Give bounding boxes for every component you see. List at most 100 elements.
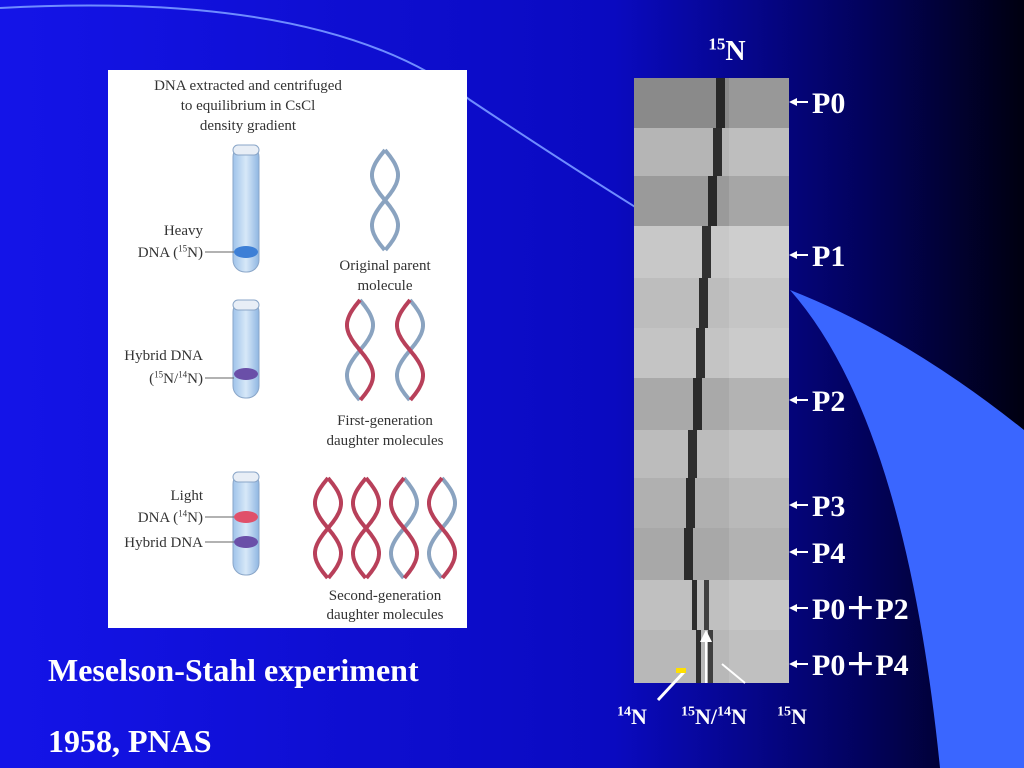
gel-strip [634,478,789,528]
molecule-label: First-generation [337,413,433,429]
helix-strand [345,298,375,402]
gel-strip [634,226,789,278]
tube-label-text: DNA ( [138,510,178,526]
tube-label-sup: 14 [178,369,188,379]
gel-strip-shade [729,378,789,430]
gel-strip-shade [729,78,789,128]
gel-image [634,78,789,702]
gel-band [693,378,702,430]
figure: DNA extracted and centrifuged to equilibr… [124,78,457,623]
gel-strip [634,328,789,378]
label-arrow-head [789,98,797,106]
tube-label: Hybrid DNA [124,348,203,364]
generation-label: P1 [812,240,845,273]
gel-arrow-head [700,630,712,642]
generation-label: P4 [812,537,845,570]
helix-strand [389,476,419,580]
gel-strip [634,278,789,328]
isotope-label-sup: 14 [717,705,731,720]
tube [232,299,260,399]
label-arrow-head [789,660,797,668]
generation-label: P0＋P4 [812,649,909,682]
isotope-label-text: N [731,704,747,729]
labels: Meselson-Stahl experiment 1958, PNAS P0 P1 P… [48,34,909,759]
caption-title: Meselson-Stahl experiment [48,652,419,688]
decor-shape [790,290,1024,768]
figure-heading-text: DNA extracted and centrifuged [154,78,342,94]
gel-band [684,528,693,580]
gel-band [713,128,722,176]
tube-band [234,536,258,548]
molecule-label: Original parent [339,258,431,274]
tube-label-text: Hybrid DNA [124,348,203,364]
label-arrow-head [789,396,797,404]
helix-strand [427,476,457,580]
gel-strip-shade [729,278,789,328]
molecule-label-text: molecule [358,278,413,294]
isotope-label: 14N [617,704,647,729]
gel-strip [634,528,789,580]
molecule-label-text: Original parent [339,258,431,274]
molecule-label-text: Second-generation [329,588,442,604]
figure-heading: density gradient [200,118,297,134]
isotope-label-text: N [791,704,807,729]
tube-label-text: Light [171,488,204,504]
gel-strip-shade [729,128,789,176]
gel-strip-shade [729,328,789,378]
helix-strand [370,148,400,252]
gel-band [696,328,705,378]
tube-cap [232,144,260,156]
tube-band [234,246,258,258]
generation-label: P2 [812,385,845,418]
tube-label-text: N/ [163,371,179,387]
isotope-label-text: N [725,36,745,67]
isotope-label-sup: 15 [777,705,791,720]
gel-band [696,630,701,683]
gel-arrow [721,663,746,684]
label-arrow-head [789,501,797,509]
gel-strip-shade [729,478,789,528]
isotope-label: 15N/14N [681,704,747,729]
molecule-label-text: daughter molecules [326,433,443,449]
isotope-label-sup: 15 [681,705,695,720]
tube-label-text: N) [187,510,203,526]
tube-label: DNA (15N) [138,243,203,261]
label-arrow-head [789,251,797,259]
gel-marker [676,668,686,673]
figure-heading: to equilibrium in CsCl [181,98,316,114]
tube-label: Hybrid DNA [124,535,203,551]
figure-heading-text: density gradient [200,118,297,134]
generation-label: P0＋P2 [812,593,909,626]
generation-label: P3 [812,490,845,523]
molecule-label-text: daughter molecules [326,607,443,623]
molecule-label: daughter molecules [326,433,443,449]
gel-strip [634,78,789,128]
isotope-label-sup: 15 [708,34,725,53]
tube-cap [232,299,260,311]
helix-strand [313,476,343,580]
gel-band [688,430,697,478]
gel-strip [634,378,789,430]
molecule-label: daughter molecules [326,607,443,623]
gel-band [708,630,713,683]
tube-label: DNA (14N) [138,508,203,526]
gel-band [686,478,695,528]
tube-label-text: N) [187,245,203,261]
gel-band [692,580,697,630]
helix-strand [395,298,425,402]
gel-band [699,278,708,328]
gel-strip-shade [729,430,789,478]
gel-strip [634,430,789,478]
gel-strip-shade [729,580,789,630]
tube-label-sup: 15 [178,243,188,253]
isotope-label: 15N [777,704,807,729]
tube-label-sup: 14 [178,508,188,518]
gel-strip [634,580,789,630]
tube-label-text: ( [149,371,154,387]
tube-label-text: Heavy [164,223,204,239]
tube [232,471,260,576]
gel-strip-shade [729,630,789,683]
label-arrow-head [789,604,797,612]
gel-strip-shade [729,176,789,226]
tube-label: Heavy [164,223,204,239]
